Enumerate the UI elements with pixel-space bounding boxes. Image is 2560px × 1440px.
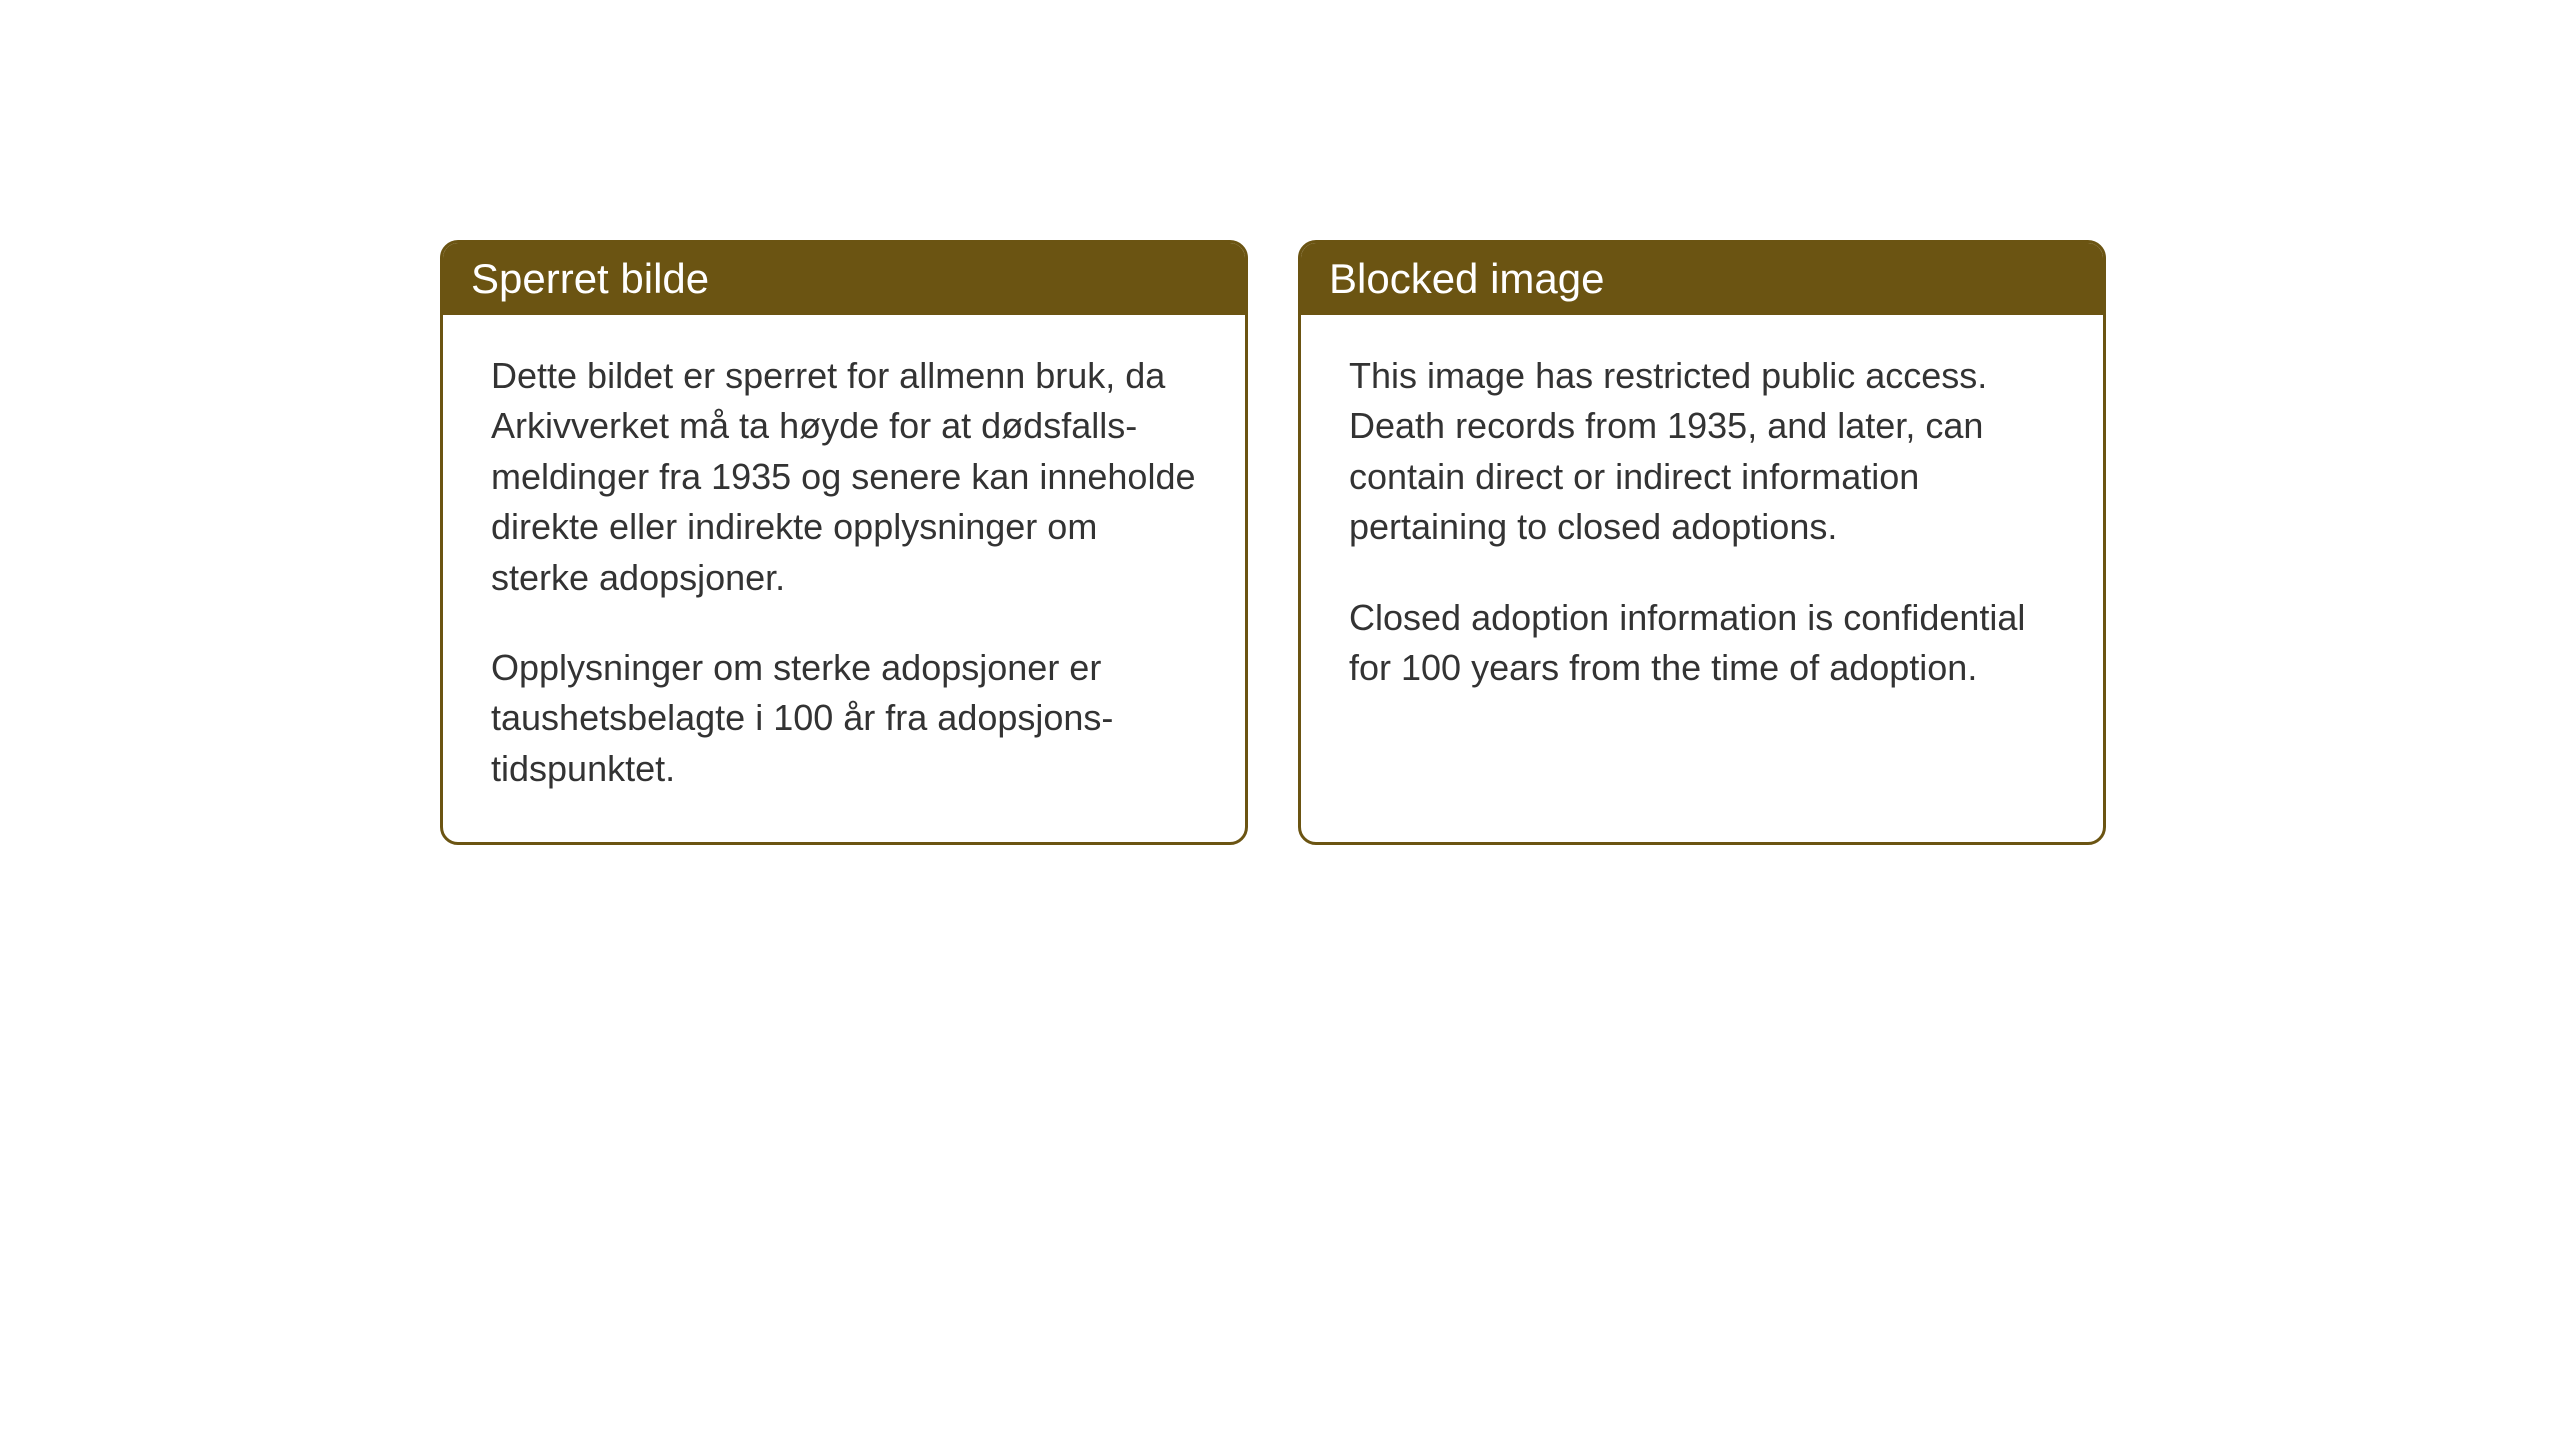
card-paragraph-2-norwegian: Opplysninger om sterke adopsjoner er tau…	[491, 643, 1197, 794]
card-paragraph-1-norwegian: Dette bildet er sperret for allmenn bruk…	[491, 351, 1197, 603]
card-body-english: This image has restricted public access.…	[1301, 315, 2103, 741]
card-header-english: Blocked image	[1301, 243, 2103, 315]
notice-card-norwegian: Sperret bilde Dette bildet er sperret fo…	[440, 240, 1248, 845]
notice-card-english: Blocked image This image has restricted …	[1298, 240, 2106, 845]
notice-cards-container: Sperret bilde Dette bildet er sperret fo…	[440, 240, 2106, 845]
card-paragraph-2-english: Closed adoption information is confident…	[1349, 593, 2055, 694]
card-header-norwegian: Sperret bilde	[443, 243, 1245, 315]
card-body-norwegian: Dette bildet er sperret for allmenn bruk…	[443, 315, 1245, 842]
card-paragraph-1-english: This image has restricted public access.…	[1349, 351, 2055, 553]
